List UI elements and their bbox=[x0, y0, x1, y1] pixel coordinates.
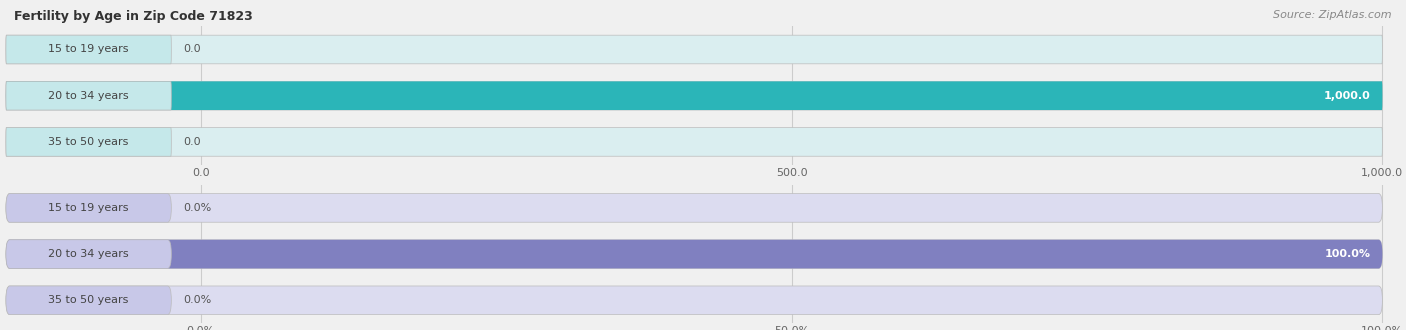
FancyBboxPatch shape bbox=[6, 240, 1382, 268]
FancyBboxPatch shape bbox=[6, 128, 172, 156]
FancyBboxPatch shape bbox=[6, 286, 172, 314]
FancyBboxPatch shape bbox=[6, 82, 1382, 110]
Text: 35 to 50 years: 35 to 50 years bbox=[48, 137, 129, 147]
FancyBboxPatch shape bbox=[6, 82, 172, 110]
FancyBboxPatch shape bbox=[6, 128, 1382, 156]
Text: 1,000.0: 1,000.0 bbox=[1324, 91, 1371, 101]
FancyBboxPatch shape bbox=[6, 35, 172, 64]
Text: 15 to 19 years: 15 to 19 years bbox=[48, 45, 129, 54]
Text: Source: ZipAtlas.com: Source: ZipAtlas.com bbox=[1274, 10, 1392, 20]
Text: 35 to 50 years: 35 to 50 years bbox=[48, 295, 129, 305]
Text: Fertility by Age in Zip Code 71823: Fertility by Age in Zip Code 71823 bbox=[14, 10, 253, 23]
Text: 0.0: 0.0 bbox=[183, 45, 201, 54]
Text: 20 to 34 years: 20 to 34 years bbox=[48, 91, 129, 101]
Text: 15 to 19 years: 15 to 19 years bbox=[48, 203, 129, 213]
Text: 0.0%: 0.0% bbox=[183, 295, 211, 305]
FancyBboxPatch shape bbox=[6, 286, 1382, 314]
Text: 0.0: 0.0 bbox=[183, 137, 201, 147]
Text: 20 to 34 years: 20 to 34 years bbox=[48, 249, 129, 259]
Text: 100.0%: 100.0% bbox=[1324, 249, 1371, 259]
FancyBboxPatch shape bbox=[6, 194, 1382, 222]
FancyBboxPatch shape bbox=[6, 35, 1382, 64]
FancyBboxPatch shape bbox=[6, 82, 1382, 110]
FancyBboxPatch shape bbox=[6, 240, 172, 268]
FancyBboxPatch shape bbox=[6, 194, 172, 222]
FancyBboxPatch shape bbox=[6, 240, 1382, 268]
Text: 0.0%: 0.0% bbox=[183, 203, 211, 213]
